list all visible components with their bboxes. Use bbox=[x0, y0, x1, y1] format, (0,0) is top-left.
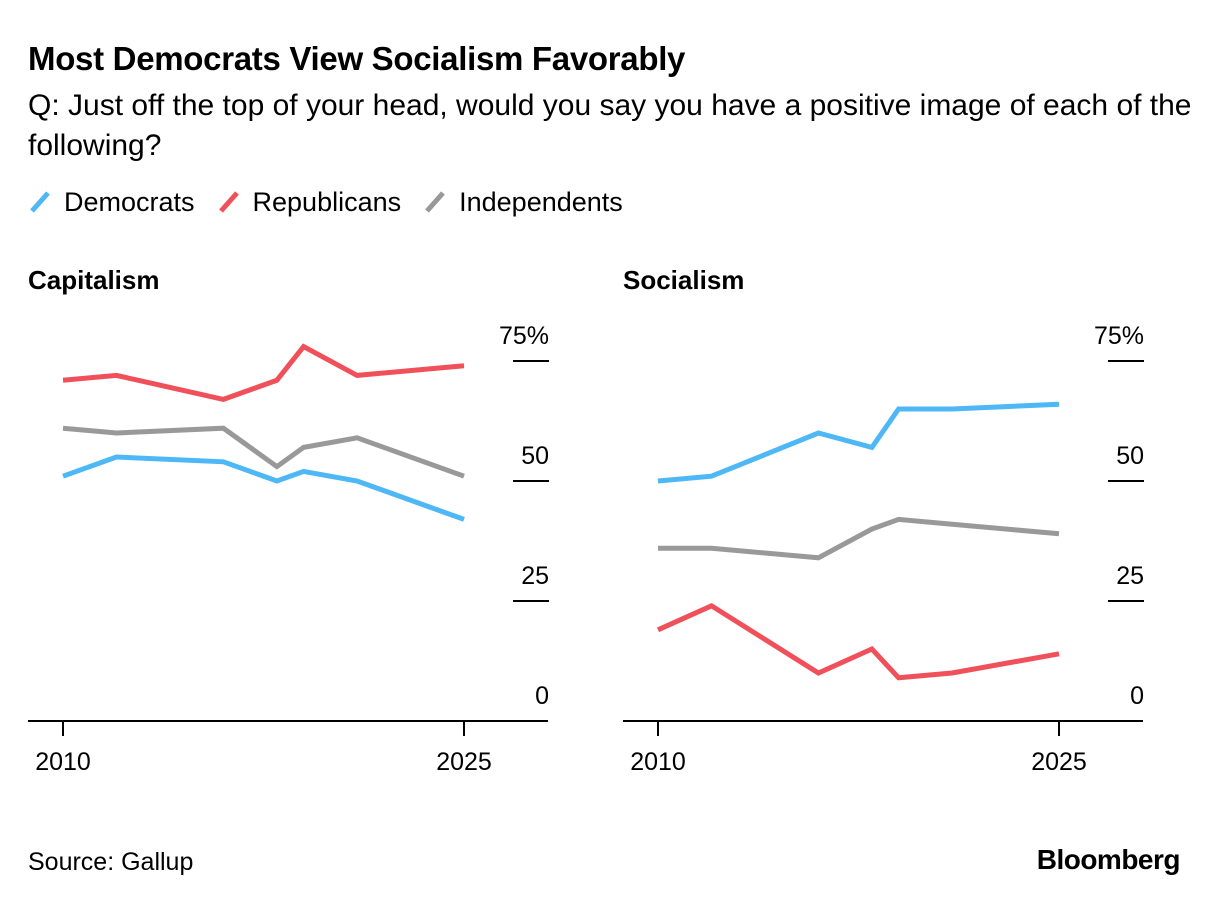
legend-item-democrats: Democrats bbox=[28, 187, 195, 218]
legend-label-independents: Independents bbox=[459, 186, 623, 217]
legend-swatch-republicans bbox=[218, 191, 239, 213]
x-tick-label: 2025 bbox=[1031, 748, 1087, 776]
legend-item-republicans: Republicans bbox=[217, 186, 402, 218]
source-note: Source: Gallup bbox=[28, 848, 194, 876]
series-line-democrats bbox=[62, 454, 465, 522]
panel-socialism: Socialism 0 25 50 75% 2010 2025 bbox=[623, 265, 1144, 776]
x-tick-label: 2010 bbox=[630, 748, 686, 776]
y-tick-label: 50 bbox=[1116, 442, 1144, 470]
legend-label-democrats: Democrats bbox=[64, 186, 195, 217]
legend-item-independents: Independents bbox=[423, 187, 623, 218]
charts-area: Capitalism 0 25 50 75% 2010 2025 Socialism 0 25 50… bbox=[28, 265, 1144, 776]
y-tick-label: 25 bbox=[1116, 562, 1144, 590]
series-line-republicans bbox=[62, 343, 465, 402]
series-line-independents bbox=[658, 516, 1060, 561]
brand-logo: Bloomberg bbox=[1036, 844, 1181, 875]
series-line-independents bbox=[62, 425, 465, 479]
y-tick-label: 75% bbox=[499, 322, 549, 350]
panel-title-socialism: Socialism bbox=[623, 265, 744, 295]
legend-label-republicans: Republicans bbox=[252, 186, 402, 217]
y-tick-label: 0 bbox=[535, 682, 549, 710]
chart-subtitle: Q: Just off the top of your head, would … bbox=[28, 89, 1192, 162]
legend: Democrats Republicans Independents bbox=[28, 184, 645, 220]
y-tick-label: 75% bbox=[1094, 322, 1144, 350]
legend-swatch-democrats bbox=[30, 191, 50, 213]
series-line-republicans bbox=[656, 602, 1060, 681]
y-tick-label: 50 bbox=[521, 442, 549, 470]
legend-swatch-independents bbox=[425, 191, 445, 213]
chart-title: Most Democrats View Socialism Favorably bbox=[28, 40, 686, 77]
y-tick-label: 25 bbox=[521, 562, 549, 590]
y-tick-label: 0 bbox=[1130, 682, 1144, 710]
series-line-democrats bbox=[657, 401, 1060, 484]
x-tick-label: 2010 bbox=[35, 748, 91, 776]
panel-capitalism: Capitalism 0 25 50 75% 2010 2025 bbox=[28, 265, 549, 776]
panel-title-capitalism: Capitalism bbox=[28, 265, 160, 295]
x-tick-label: 2025 bbox=[436, 748, 492, 776]
